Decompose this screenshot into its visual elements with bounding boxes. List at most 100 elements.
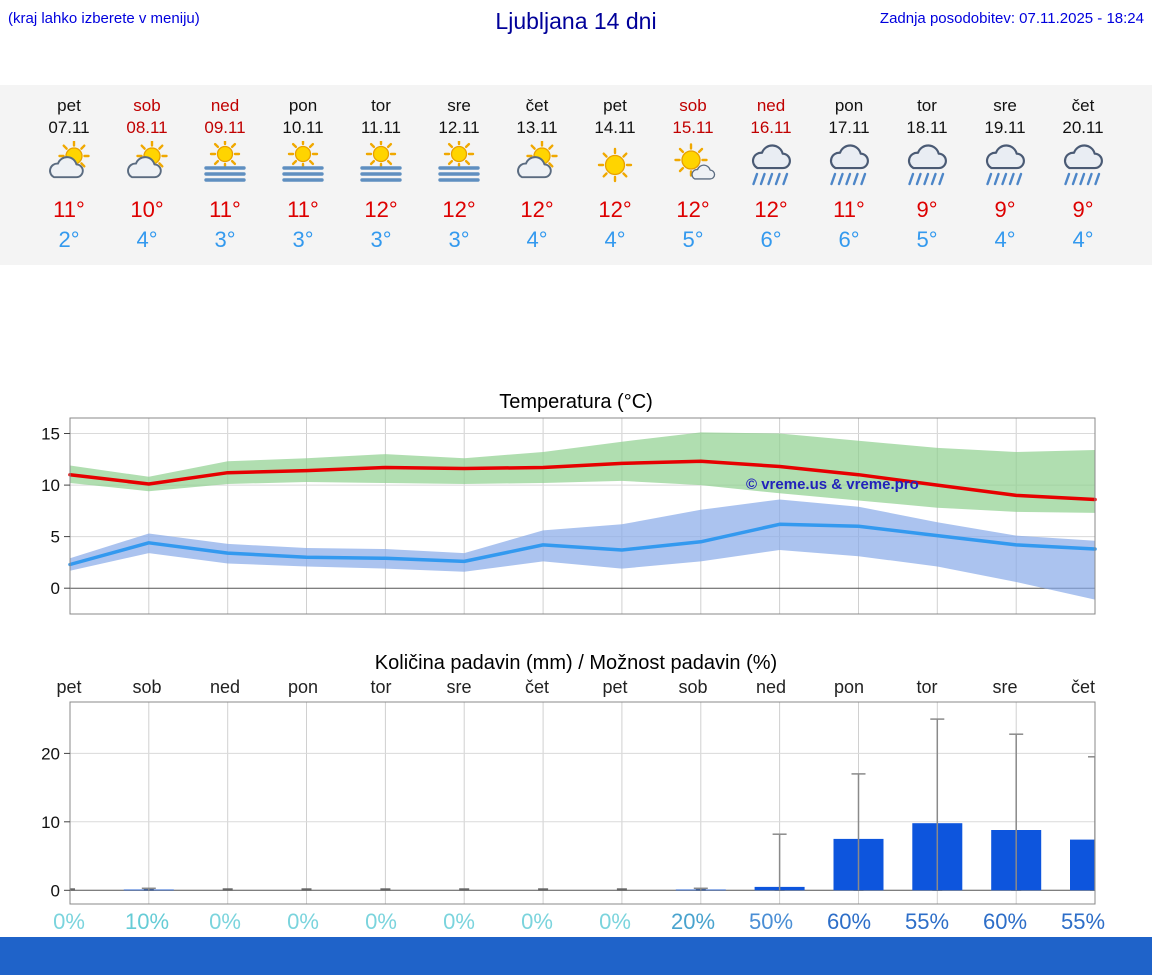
forecast-day-11.11: tor 11.11 12° 3° bbox=[342, 95, 420, 253]
partly-cloudy-icon bbox=[41, 140, 97, 191]
day-high-temp: 12° bbox=[598, 197, 632, 223]
day-date: 07.11 bbox=[48, 118, 90, 138]
day-high-temp: 12° bbox=[364, 197, 398, 223]
day-low-temp: 6° bbox=[760, 226, 782, 252]
forecast-day-16.11: ned 16.11 12° 6° bbox=[732, 95, 810, 253]
sunny-icon bbox=[587, 141, 643, 191]
precip-day-label: sob bbox=[132, 676, 162, 697]
day-high-temp: 11° bbox=[287, 197, 319, 223]
svg-text:15: 15 bbox=[41, 424, 60, 443]
fog-sun-icon bbox=[353, 138, 409, 191]
forecast-day-20.11: čet 20.11 9° 4° bbox=[1044, 95, 1122, 253]
forecast-day-18.11: tor 18.11 9° 5° bbox=[888, 95, 966, 253]
forecast-day-09.11: ned 09.11 11° 3° bbox=[186, 95, 264, 253]
day-low-temp: 3° bbox=[370, 226, 392, 252]
day-name: ned bbox=[210, 96, 240, 115]
precipitation-chart-title: Količina padavin (mm) / Možnost padavin … bbox=[374, 651, 778, 674]
forecast-day-07.11: pet 07.11 11° 2° bbox=[30, 95, 108, 253]
forecast-day-19.11: sre 19.11 9° 4° bbox=[966, 95, 1044, 253]
day-low-temp: 4° bbox=[136, 226, 158, 252]
precip-probability: 20% bbox=[670, 908, 716, 934]
precip-probability: 50% bbox=[748, 908, 794, 934]
sun-small-cloud-icon bbox=[665, 141, 721, 191]
day-date: 11.11 bbox=[360, 118, 402, 138]
day-date: 15.11 bbox=[672, 118, 714, 138]
precip-probability: 10% bbox=[124, 908, 170, 934]
day-high-temp: 12° bbox=[442, 197, 476, 223]
forecast-day-15.11: sob 15.11 12° 5° bbox=[654, 95, 732, 253]
day-high-temp: 9° bbox=[1072, 197, 1094, 223]
day-high-temp: 10° bbox=[130, 197, 164, 223]
precip-day-label: sob bbox=[678, 676, 708, 697]
day-date: 13.11 bbox=[516, 118, 558, 138]
precip-probability: 60% bbox=[826, 908, 872, 934]
precip-day-label: pon bbox=[287, 676, 319, 697]
precip-day-label: sre bbox=[446, 676, 472, 697]
precip-day-label: ned bbox=[209, 676, 241, 697]
day-high-temp: 12° bbox=[754, 197, 788, 223]
forecast-day-10.11: pon 10.11 11° 3° bbox=[264, 95, 342, 253]
precip-day-label: sre bbox=[992, 676, 1018, 697]
precip-probability: 0% bbox=[209, 908, 241, 934]
svg-text:5: 5 bbox=[51, 528, 60, 547]
day-name: čet bbox=[1071, 96, 1095, 115]
day-name: pon bbox=[288, 96, 318, 115]
day-date: 20.11 bbox=[1062, 118, 1104, 138]
day-low-temp: 4° bbox=[994, 226, 1016, 252]
svg-text:0: 0 bbox=[51, 579, 60, 598]
day-low-temp: 6° bbox=[838, 226, 860, 252]
day-high-temp: 11° bbox=[53, 197, 85, 223]
rain-icon bbox=[1055, 141, 1111, 191]
day-low-temp: 4° bbox=[526, 226, 548, 252]
day-name: pet bbox=[57, 96, 81, 115]
day-name: sob bbox=[679, 96, 707, 115]
day-name: pon bbox=[834, 96, 864, 115]
day-name: ned bbox=[756, 96, 786, 115]
rain-icon bbox=[743, 141, 799, 191]
partly-cloudy-icon bbox=[119, 140, 175, 191]
precip-probability: 55% bbox=[904, 908, 950, 934]
temperature-chart-title: Temperatura (°C) bbox=[499, 390, 653, 413]
temperature-chart: © vreme.us & vreme.pro 0 5 10 15 bbox=[41, 417, 1097, 615]
forecast-strip-grid: pet 07.11 11° 2° sob 08.11 10° 4° ned 09.11 11° 3° p… bbox=[30, 95, 1122, 253]
fog-sun-icon bbox=[197, 138, 253, 191]
footer-bar bbox=[0, 937, 1152, 975]
day-date: 18.11 bbox=[906, 118, 948, 138]
day-high-temp: 11° bbox=[833, 197, 865, 223]
day-date: 09.11 bbox=[204, 118, 246, 138]
fog-sun-icon bbox=[431, 138, 487, 191]
precip-probability: 0% bbox=[365, 908, 397, 934]
svg-text:20: 20 bbox=[41, 744, 60, 763]
day-low-temp: 4° bbox=[1072, 226, 1094, 252]
day-high-temp: 9° bbox=[994, 197, 1016, 223]
day-date: 12.11 bbox=[438, 118, 480, 138]
precip-probability: 0% bbox=[443, 908, 475, 934]
day-date: 17.11 bbox=[828, 118, 870, 138]
precip-probability: 0% bbox=[53, 908, 85, 934]
rain-icon bbox=[977, 141, 1033, 191]
partly-cloudy-icon bbox=[509, 140, 565, 191]
day-name: sre bbox=[447, 96, 471, 115]
precip-probability: 60% bbox=[982, 908, 1028, 934]
watermark: © vreme.us & vreme.pro bbox=[746, 476, 919, 493]
precip-bar bbox=[1070, 839, 1095, 891]
day-name: sob bbox=[133, 96, 161, 115]
page-title: Ljubljana 14 dni bbox=[495, 8, 657, 34]
day-date: 08.11 bbox=[126, 118, 168, 138]
forecast-day-17.11: pon 17.11 11° 6° bbox=[810, 95, 888, 253]
max-temp-range-band bbox=[70, 432, 1095, 513]
day-date: 19.11 bbox=[984, 118, 1026, 138]
day-date: 16.11 bbox=[750, 118, 792, 138]
precip-day-label: pet bbox=[602, 676, 628, 697]
rain-icon bbox=[899, 141, 955, 191]
precip-probability: 0% bbox=[599, 908, 631, 934]
day-high-temp: 11° bbox=[209, 197, 241, 223]
day-name: tor bbox=[371, 96, 391, 115]
precip-probability: 55% bbox=[1060, 908, 1106, 934]
day-low-temp: 3° bbox=[214, 226, 236, 252]
precipitation-chart: 0 10 20 bbox=[41, 701, 1096, 905]
forecast-day-13.11: čet 13.11 12° 4° bbox=[498, 95, 576, 253]
precip-day-labels-row: pet sob ned pon tor sre čet pet sob ned pon tor sre č… bbox=[30, 677, 1122, 699]
menu-note: (kraj lahko izberete v meniju) bbox=[8, 10, 200, 27]
precip-probability-row: 0% 10% 0% 0% 0% 0% 0% 0% 20% 50% 60% 55% 60% 55% bbox=[30, 907, 1122, 937]
